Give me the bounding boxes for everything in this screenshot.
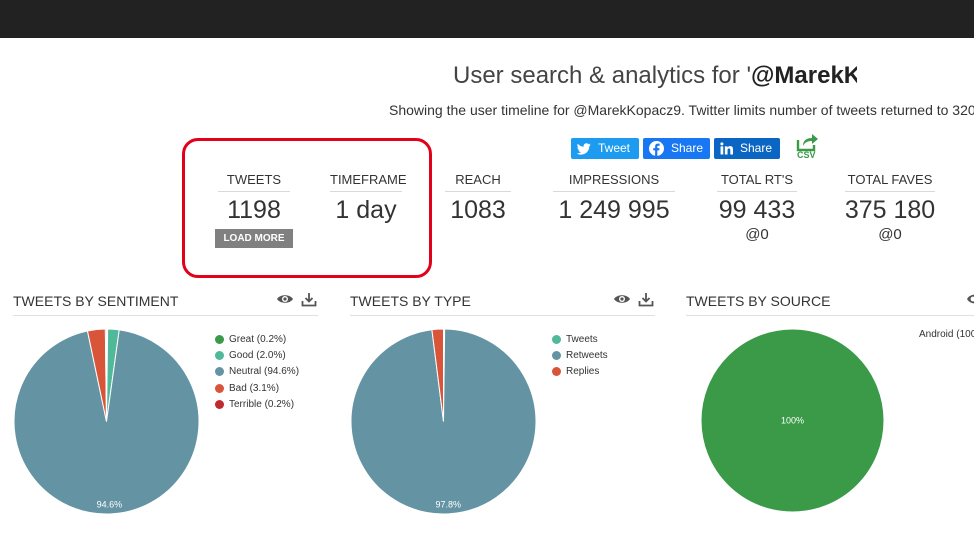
stat-total-faves-value: 375 180 (844, 196, 936, 224)
pie-data-label-retweets: 97.8% (435, 500, 461, 510)
pie-slice-terrible[interactable] (104, 328, 107, 422)
legend-item-terrible[interactable]: Terrible (0.2%) (215, 396, 299, 412)
stat-total-rts-sub: @0 (745, 226, 769, 243)
panel-title-source: TWEETS BY SOURCE (686, 293, 831, 309)
legend-swatch (215, 399, 224, 409)
facebook-share-button[interactable]: Share (643, 138, 710, 159)
stat-reach: REACH 1083 (438, 172, 518, 225)
csv-label: CSV (797, 150, 816, 160)
legend-item-great[interactable]: Great (0.2%) (215, 331, 299, 347)
stat-total-faves-sub: @0 (878, 226, 902, 243)
title-prefix: User search & analytics for ' (453, 62, 752, 89)
top-navbar (0, 0, 974, 38)
eye-icon[interactable] (276, 292, 294, 306)
pie-chart-sentiment: 94.6% (13, 328, 200, 515)
stat-total-rts-value: 99 433 (718, 196, 796, 224)
title-handle: @MarekKopacz9 (751, 62, 857, 89)
export-icon (796, 134, 818, 152)
stat-total-faves-label: TOTAL FAVES (845, 172, 935, 192)
eye-icon[interactable] (613, 292, 631, 306)
stat-timeframe-value: 1 day (335, 196, 397, 224)
twitter-bird-icon (577, 142, 591, 155)
legend-item-replies[interactable]: Replies (552, 364, 608, 380)
stat-tweets-label: TWEETS (218, 172, 290, 192)
stat-impressions-label: IMPRESSIONS (553, 172, 675, 192)
legend-source: Android (100%) (914, 326, 974, 342)
stat-total-faves: TOTAL FAVES 375 180 @0 (840, 172, 940, 243)
stat-timeframe-label: TIMEFRAME (330, 172, 407, 192)
legend-item-bad[interactable]: Bad (3.1%) (215, 380, 299, 396)
stat-total-rts-label: TOTAL RT'S (717, 172, 797, 192)
legend-item-neutral[interactable]: Neutral (94.6%) (215, 364, 299, 380)
stat-impressions-value: 1 249 995 (558, 196, 670, 224)
legend-swatch (215, 383, 224, 393)
eye-icon[interactable] (966, 292, 974, 306)
pie-slice-neutral[interactable] (13, 329, 200, 515)
facebook-icon (649, 141, 664, 156)
stat-reach-label: REACH (445, 172, 511, 192)
legend-swatch (215, 350, 224, 360)
csv-export-button[interactable]: CSV (795, 132, 821, 162)
download-icon[interactable] (301, 292, 317, 307)
legend-item-good[interactable]: Good (2.0%) (215, 347, 299, 363)
legend-label: Great (0.2%) (229, 333, 287, 345)
panel-title-sentiment: TWEETS BY SENTIMENT (13, 293, 179, 309)
legend-label: Tweets (566, 333, 598, 345)
legend-label: Bad (3.1%) (229, 382, 280, 394)
legend-swatch (552, 334, 561, 344)
legend-item-tweets[interactable]: Tweets (552, 331, 608, 347)
legend-sentiment: Great (0.2%) Good (2.0%) Neutral (94.6%) Ba… (215, 331, 299, 412)
linkedin-share-label: Share (740, 141, 773, 155)
stat-timeframe: TIMEFRAME 1 day (326, 172, 407, 225)
legend-label: Replies (566, 366, 600, 378)
stat-impressions: IMPRESSIONS 1 249 995 (549, 172, 679, 225)
legend-label: Good (2.0%) (229, 349, 286, 361)
pie-chart-type: 97.8% (350, 328, 537, 515)
load-more-button[interactable]: LOAD MORE (215, 229, 293, 248)
legend-label: Neutral (94.6%) (229, 366, 300, 378)
highlight-annotation (182, 138, 432, 278)
panel-title-type: TWEETS BY TYPE (350, 293, 471, 309)
pie-data-label-android: 100% (781, 416, 804, 426)
stat-reach-value: 1083 (450, 196, 506, 224)
pie-slice-replies[interactable] (431, 328, 444, 422)
tweet-share-button[interactable]: Tweet (571, 138, 639, 159)
pie-slice-android[interactable] (700, 328, 885, 513)
legend-item-retweets[interactable]: Retweets (552, 347, 608, 363)
stat-total-rts: TOTAL RT'S 99 433 @0 (712, 172, 802, 243)
legend-item-android[interactable]: Android (100%) (914, 326, 974, 342)
linkedin-share-button[interactable]: Share (714, 138, 780, 159)
stat-tweets: TWEETS 1198 LOAD MORE (214, 172, 294, 248)
legend-label: Retweets (566, 349, 608, 361)
tweet-share-label: Tweet (598, 141, 631, 155)
page-subtitle: Showing the user timeline for @MarekKopa… (389, 102, 974, 118)
legend-label: Terrible (0.2%) (229, 398, 295, 410)
legend-swatch (552, 367, 561, 377)
panel-divider-source (686, 315, 974, 316)
pie-chart-source: 100% (700, 328, 885, 513)
pie-data-label-neutral: 94.6% (97, 500, 123, 510)
linkedin-icon (720, 142, 733, 155)
legend-swatch (552, 350, 561, 360)
download-icon[interactable] (638, 292, 654, 307)
page-title: User search & analytics for '@MarekKopac… (453, 62, 857, 96)
legend-type: Tweets Retweets Replies (552, 331, 608, 380)
legend-label: Android (100%) (919, 328, 974, 340)
panel-divider-sentiment (13, 315, 318, 316)
legend-swatch (215, 367, 224, 377)
panel-divider-type (350, 315, 655, 316)
facebook-share-label: Share (671, 141, 704, 155)
legend-swatch (215, 334, 224, 344)
stat-tweets-value: 1198 (227, 196, 281, 224)
